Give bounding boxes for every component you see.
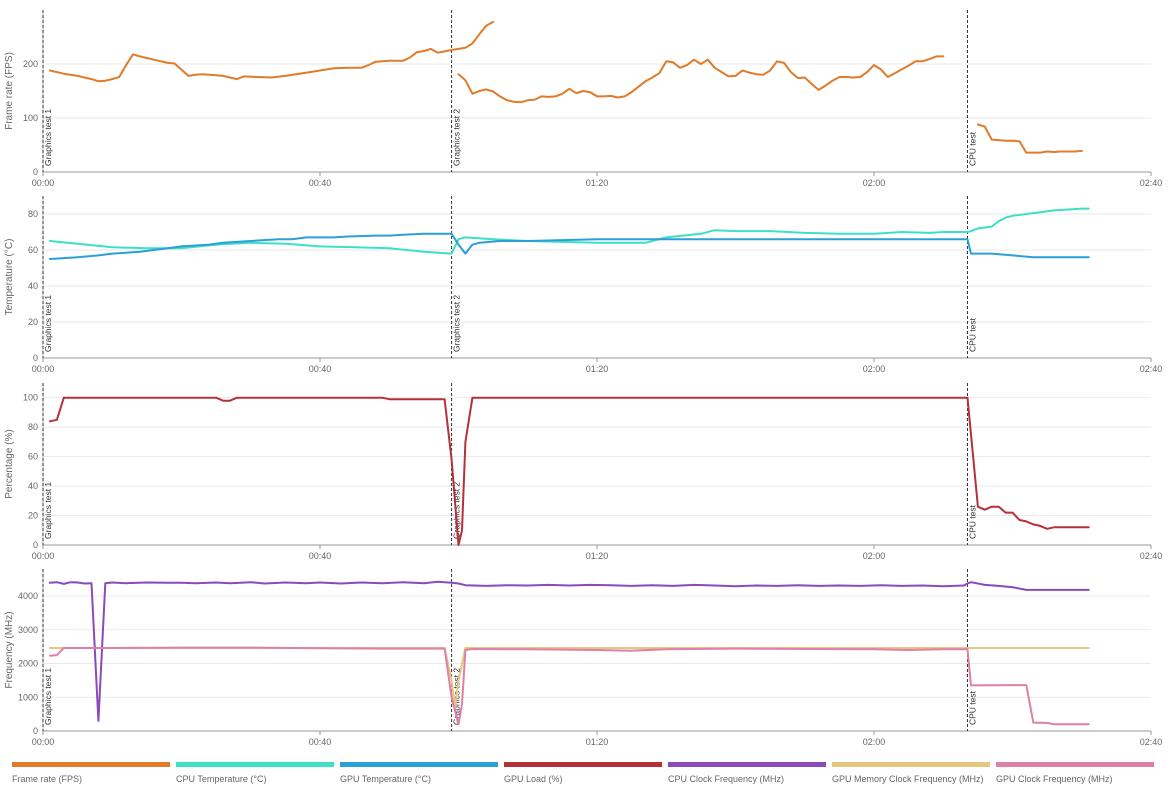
series-line-gpu_temp xyxy=(48,232,1090,260)
series-line-fps xyxy=(48,20,495,83)
y-tick-label: 0 xyxy=(33,540,38,550)
y-tick-label: 0 xyxy=(33,167,38,177)
legend-item-cpu_temp[interactable]: CPU Temperature (°C) xyxy=(176,760,336,784)
x-tick-label: 00:00 xyxy=(32,551,55,561)
x-tick-label: 02:40 xyxy=(1140,364,1163,374)
test-marker-label: CPU test xyxy=(967,131,977,166)
y-tick-label: 20 xyxy=(28,317,38,327)
y-tick-label: 100 xyxy=(23,393,38,403)
x-tick-label: 01:20 xyxy=(586,737,609,747)
legend-label: CPU Temperature (°C) xyxy=(176,774,267,784)
test-marker-label: Graphics test 1 xyxy=(43,482,53,539)
legend-swatch xyxy=(504,762,662,767)
y-tick-label: 60 xyxy=(28,245,38,255)
x-tick-label: 00:00 xyxy=(32,737,55,747)
series-line-fps xyxy=(976,123,1083,154)
legend-item-gpu_mem_clock[interactable]: GPU Memory Clock Frequency (MHz) xyxy=(832,760,992,784)
x-tick-label: 00:00 xyxy=(32,178,55,188)
y-tick-label: 2000 xyxy=(18,659,38,669)
x-tick-label: 02:00 xyxy=(863,551,886,561)
x-tick-label: 02:40 xyxy=(1140,737,1163,747)
legend-swatch xyxy=(832,762,990,767)
test-marker-label: CPU test xyxy=(967,317,977,352)
chart-panel-2: 0 20 40 60 80 Temperature (°C) 00:00 00:40 01:20… xyxy=(4,196,1162,374)
legend-label: GPU Clock Frequency (MHz) xyxy=(996,774,1113,784)
x-tick-label: 02:00 xyxy=(863,178,886,188)
x-tick-label: 00:40 xyxy=(309,178,332,188)
test-marker-label: Graphics test 2 xyxy=(452,109,462,166)
y-axis-title: Percentage (%) xyxy=(4,429,15,498)
series-line-gpu_mem_clock xyxy=(48,647,1090,709)
test-marker-label: CPU test xyxy=(967,690,977,725)
x-tick-label: 02:00 xyxy=(863,737,886,747)
y-axis-title: Temperature (°C) xyxy=(4,239,15,316)
test-marker-label: Graphics test 2 xyxy=(452,295,462,352)
series-line-fps xyxy=(457,55,945,104)
legend: Frame rate (FPS) CPU Temperature (°C) GPU … xyxy=(0,760,1170,792)
y-tick-label: 0 xyxy=(33,726,38,736)
x-tick-label: 00:40 xyxy=(309,551,332,561)
chart-panel-1: 0 100 200 Frame rate (FPS) 00:00 00:40 01:20 02… xyxy=(4,10,1162,188)
y-tick-label: 40 xyxy=(28,281,38,291)
legend-swatch xyxy=(668,762,826,767)
legend-label: GPU Load (%) xyxy=(504,774,563,784)
legend-item-cpu_clock[interactable]: CPU Clock Frequency (MHz) xyxy=(668,760,828,784)
test-marker-label: Graphics test 1 xyxy=(43,668,53,725)
y-tick-label: 1000 xyxy=(18,692,38,702)
y-tick-label: 0 xyxy=(33,353,38,363)
y-tick-label: 200 xyxy=(23,59,38,69)
legend-item-gpu_load[interactable]: GPU Load (%) xyxy=(504,760,664,784)
y-tick-label: 3000 xyxy=(18,625,38,635)
legend-label: GPU Temperature (°C) xyxy=(340,774,431,784)
legend-item-fps[interactable]: Frame rate (FPS) xyxy=(12,760,172,784)
y-axis-title: Frame rate (FPS) xyxy=(4,52,15,130)
x-tick-label: 00:00 xyxy=(32,364,55,374)
legend-label: CPU Clock Frequency (MHz) xyxy=(668,774,785,784)
chart-panel-3: 0 20 40 60 80 100 Percentage (%) 00:00 00:40 01:2… xyxy=(4,383,1162,561)
x-tick-label: 00:40 xyxy=(309,364,332,374)
series-line-gpu_load xyxy=(48,396,1090,546)
legend-swatch xyxy=(176,762,334,767)
legend-label: Frame rate (FPS) xyxy=(12,774,83,784)
series-line-cpu_temp xyxy=(48,207,1090,255)
x-tick-label: 01:20 xyxy=(586,551,609,561)
legend-item-gpu_temp[interactable]: GPU Temperature (°C) xyxy=(340,760,500,784)
y-tick-label: 40 xyxy=(28,481,38,491)
y-tick-label: 4000 xyxy=(18,591,38,601)
legend-swatch xyxy=(12,762,170,767)
legend-swatch xyxy=(996,762,1154,767)
x-tick-label: 02:00 xyxy=(863,364,886,374)
y-tick-label: 80 xyxy=(28,209,38,219)
x-tick-label: 01:20 xyxy=(586,364,609,374)
series-line-gpu_clock xyxy=(48,646,1090,726)
y-tick-label: 20 xyxy=(28,511,38,521)
test-marker-label: Graphics test 1 xyxy=(43,295,53,352)
legend-label: GPU Memory Clock Frequency (MHz) xyxy=(832,774,984,784)
y-tick-label: 100 xyxy=(23,113,38,123)
y-tick-label: 60 xyxy=(28,452,38,462)
series-line-cpu_clock xyxy=(48,580,1090,722)
legend-swatch xyxy=(340,762,498,767)
y-axis-title: Frequency (MHz) xyxy=(4,611,15,688)
x-tick-label: 02:40 xyxy=(1140,178,1163,188)
x-tick-label: 00:40 xyxy=(309,737,332,747)
y-tick-label: 80 xyxy=(28,422,38,432)
x-tick-label: 02:40 xyxy=(1140,551,1163,561)
legend-item-gpu_clock[interactable]: GPU Clock Frequency (MHz) xyxy=(996,760,1156,784)
x-tick-label: 01:20 xyxy=(586,178,609,188)
test-marker-label: CPU test xyxy=(967,504,977,539)
test-marker-label: Graphics test 1 xyxy=(43,109,53,166)
